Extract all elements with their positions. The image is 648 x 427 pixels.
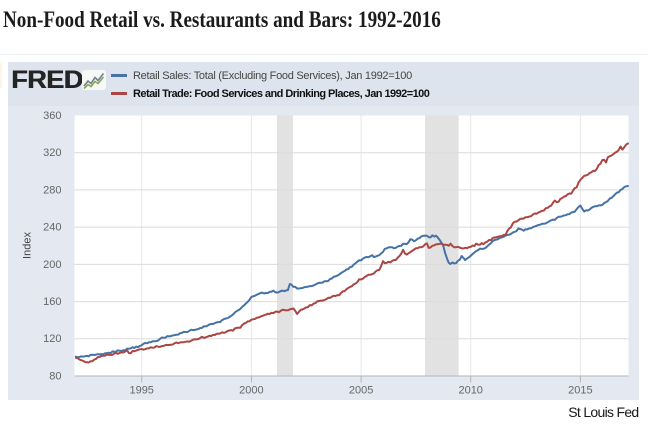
- svg-text:2000: 2000: [239, 385, 263, 397]
- svg-text:80: 80: [49, 370, 61, 382]
- svg-text:160: 160: [43, 296, 61, 308]
- svg-text:280: 280: [43, 184, 61, 196]
- svg-text:240: 240: [43, 222, 61, 234]
- svg-text:1995: 1995: [129, 385, 153, 397]
- svg-text:Index: Index: [22, 232, 34, 259]
- svg-text:120: 120: [43, 333, 61, 345]
- svg-text:2010: 2010: [458, 385, 482, 397]
- svg-text:2015: 2015: [568, 385, 592, 397]
- svg-text:200: 200: [43, 259, 61, 271]
- svg-text:320: 320: [43, 147, 61, 159]
- svg-text:2005: 2005: [349, 385, 373, 397]
- svg-text:360: 360: [43, 110, 61, 122]
